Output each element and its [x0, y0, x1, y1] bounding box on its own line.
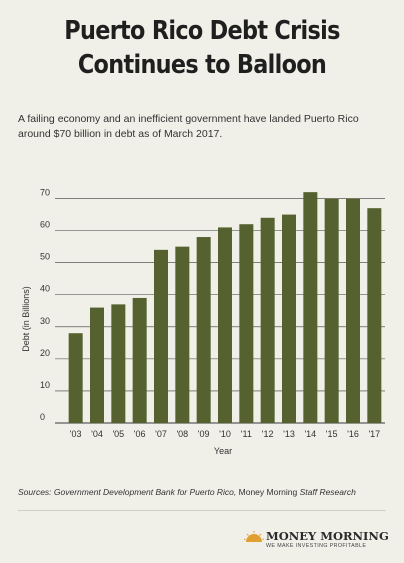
- x-tick-label: '07: [155, 429, 167, 439]
- x-tick-label: '05: [112, 429, 124, 439]
- bar-17: [367, 208, 382, 423]
- source-note: Sources: Government Development Bank for…: [18, 487, 398, 497]
- y-axis-label: Debt (in Billions): [21, 286, 31, 352]
- bar-11: [239, 224, 254, 423]
- y-tick-label: 70: [40, 188, 50, 198]
- bar-03: [68, 333, 83, 423]
- x-tick-label: '06: [134, 429, 146, 439]
- x-tick-label: '17: [368, 429, 380, 439]
- x-tick-label: '15: [326, 429, 338, 439]
- y-tick-label: 20: [40, 348, 50, 358]
- bar-12: [260, 217, 275, 423]
- bar-13: [282, 214, 296, 423]
- y-tick-label: 30: [40, 316, 50, 326]
- bar-16: [346, 198, 360, 423]
- footer-divider: [18, 510, 386, 511]
- x-tick-label: '09: [198, 429, 210, 439]
- money-morning-logo: MONEY MORNING WE MAKE INVESTING PROFITAB…: [244, 527, 394, 551]
- y-tick-label: 0: [40, 412, 45, 422]
- y-tick-label: 60: [40, 220, 50, 230]
- x-tick-label: '12: [262, 429, 274, 439]
- x-axis-label: Year: [214, 446, 232, 456]
- x-tick-label: '10: [219, 429, 231, 439]
- page-title: Puerto Rico Debt Crisis Continues to Bal…: [64, 16, 340, 80]
- x-tick-label: '16: [347, 429, 359, 439]
- logo-tagline: WE MAKE INVESTING PROFITABLE: [266, 543, 367, 549]
- bar-14: [303, 192, 318, 423]
- source-middle: Money Morning: [238, 487, 298, 497]
- x-tick-label: '03: [70, 429, 82, 439]
- sunrise-icon: [244, 531, 264, 542]
- y-tick-label: 50: [40, 252, 50, 262]
- x-tick-label: '11: [241, 429, 252, 439]
- bar-09: [196, 237, 211, 423]
- y-tick-label: 10: [40, 380, 50, 390]
- x-axis-ticks: '03 '04 '05 '06 '07 '08 '09 '10 '11 '12 '13 '14 '15 '…: [70, 429, 380, 439]
- x-tick-label: '13: [283, 429, 295, 439]
- bar-15: [324, 198, 339, 423]
- bar-10: [218, 227, 232, 423]
- y-axis-ticks: 0 10 20 30 40 50 60 70: [40, 188, 50, 422]
- x-tick-label: '14: [304, 429, 316, 439]
- bar-05: [111, 304, 126, 423]
- y-tick-label: 40: [40, 284, 50, 294]
- logo-name: MONEY MORNING: [266, 529, 389, 543]
- x-tick-label: '08: [176, 429, 188, 439]
- x-tick-label: '04: [91, 429, 103, 439]
- chart-subtitle: A failing economy and an inefficient gov…: [18, 113, 359, 140]
- source-prefix: Sources: Government Development Bank for…: [18, 487, 239, 497]
- source-suffix: Staff Research: [297, 487, 356, 497]
- bar-04: [90, 307, 104, 423]
- bar-06: [132, 297, 147, 423]
- bars: [68, 192, 382, 423]
- bar-08: [175, 246, 190, 423]
- debt-bar-chart: 0 10 20 30 40 50 60 70 '03 '04 '05 '06 '07 '08 '09 '10…: [21, 188, 385, 456]
- bar-07: [154, 249, 168, 423]
